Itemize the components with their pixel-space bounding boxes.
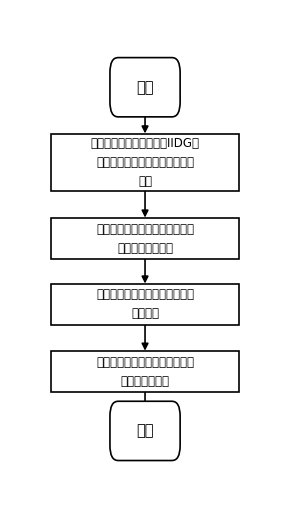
Text: 开始: 开始 bbox=[136, 80, 154, 95]
Text: 利用已训练好的机器学习模型进
行短路电流计算: 利用已训练好的机器学习模型进 行短路电流计算 bbox=[96, 356, 194, 388]
FancyBboxPatch shape bbox=[51, 218, 239, 259]
Text: 通过机器学习集成方法建立机器
学习模型: 通过机器学习集成方法建立机器 学习模型 bbox=[96, 288, 194, 321]
Text: 利用仿真软件进行电网建模及仿
真，获得样本集合: 利用仿真软件进行电网建模及仿 真，获得样本集合 bbox=[96, 223, 194, 254]
FancyBboxPatch shape bbox=[110, 57, 180, 117]
FancyBboxPatch shape bbox=[51, 134, 239, 191]
FancyBboxPatch shape bbox=[110, 401, 180, 461]
FancyBboxPatch shape bbox=[51, 284, 239, 325]
Text: 选择配电网特征，将接入IIDG后
流经测量点的短路电流作为样本
标签: 选择配电网特征，将接入IIDG后 流经测量点的短路电流作为样本 标签 bbox=[91, 137, 200, 188]
FancyBboxPatch shape bbox=[51, 351, 239, 392]
Text: 结束: 结束 bbox=[136, 423, 154, 439]
